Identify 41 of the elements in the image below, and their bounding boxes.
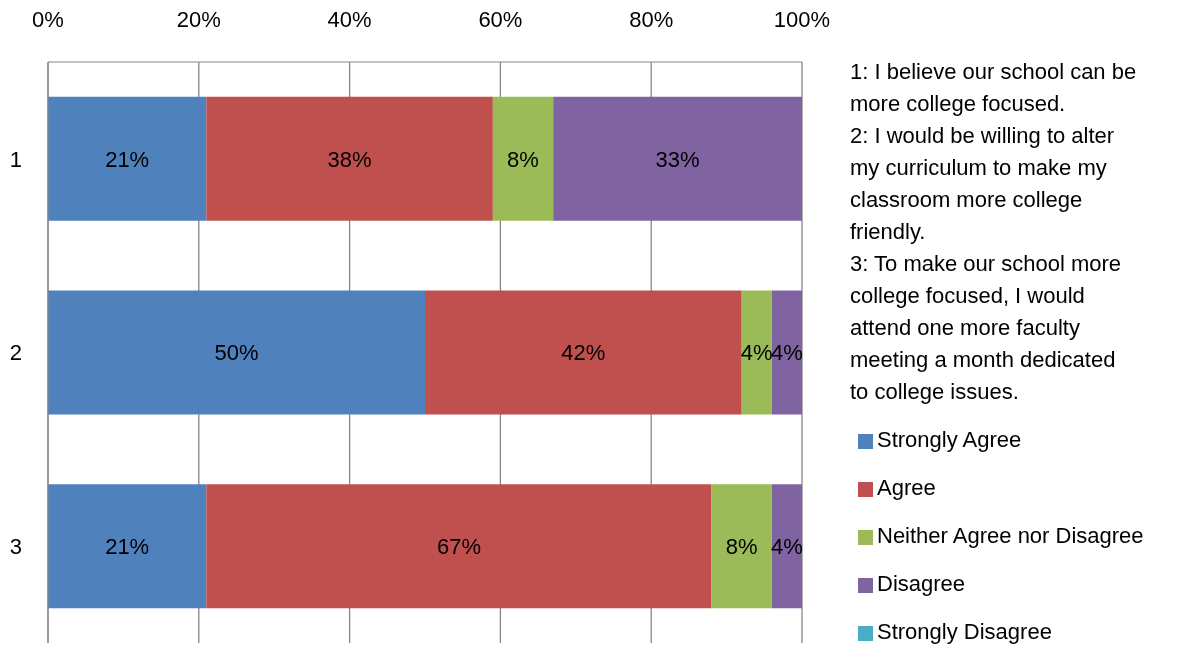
- bar: [48, 290, 425, 415]
- x-tick-label: 60%: [478, 7, 523, 32]
- data-label: 50%: [214, 340, 259, 366]
- bar: [48, 96, 207, 221]
- x-tick-label: 80%: [629, 7, 674, 32]
- bar: [711, 484, 772, 609]
- y-tick-label: 2: [9, 340, 22, 366]
- bar: [206, 96, 493, 221]
- bar: [492, 96, 554, 221]
- bar: [553, 96, 802, 221]
- text: 3: To make our school more college focused, I would attend one more faculty meeting a month dedicated to college issues.: [850, 250, 1123, 406]
- data-label: 67%: [436, 534, 481, 559]
- data-label: 8%: [725, 534, 758, 559]
- data-label: 33%: [655, 146, 700, 172]
- data-label: 42%: [561, 340, 606, 366]
- x-tick-label: 20%: [176, 7, 221, 32]
- data-label: 21%: [105, 146, 150, 172]
- data-label: 4%: [771, 534, 803, 559]
- bar: [771, 290, 802, 415]
- legend-label: Agree: [877, 475, 936, 500]
- bar: [771, 484, 802, 609]
- bar: [425, 290, 742, 415]
- data-label: 8%: [507, 146, 539, 172]
- legend-label: Disagree: [877, 571, 966, 596]
- legend-label: Neither Agree nor Disagree: [877, 523, 1144, 548]
- bar: [206, 484, 712, 609]
- bar: [48, 484, 207, 609]
- y-tick-label: 1: [9, 146, 22, 172]
- data-label: 21%: [105, 534, 150, 559]
- legend-label: Strongly Disagree: [877, 619, 1052, 644]
- y-tick-label: 3: [9, 533, 22, 559]
- data-label: 4%: [740, 340, 773, 366]
- x-tick-label: 100%: [773, 7, 831, 32]
- x-tick-label: 40%: [327, 7, 372, 32]
- x-tick-label: 0%: [32, 7, 64, 32]
- bar: [741, 290, 772, 415]
- data-label: 4%: [771, 340, 803, 366]
- data-label: 38%: [327, 146, 372, 172]
- text: 1: I believe our school can be more college focused.: [850, 58, 1138, 118]
- legend-label: Strongly Agree: [877, 427, 1022, 452]
- text: 2: I would be willing to alter my curriculum to make my classroom more college friendly.: [850, 122, 1116, 246]
